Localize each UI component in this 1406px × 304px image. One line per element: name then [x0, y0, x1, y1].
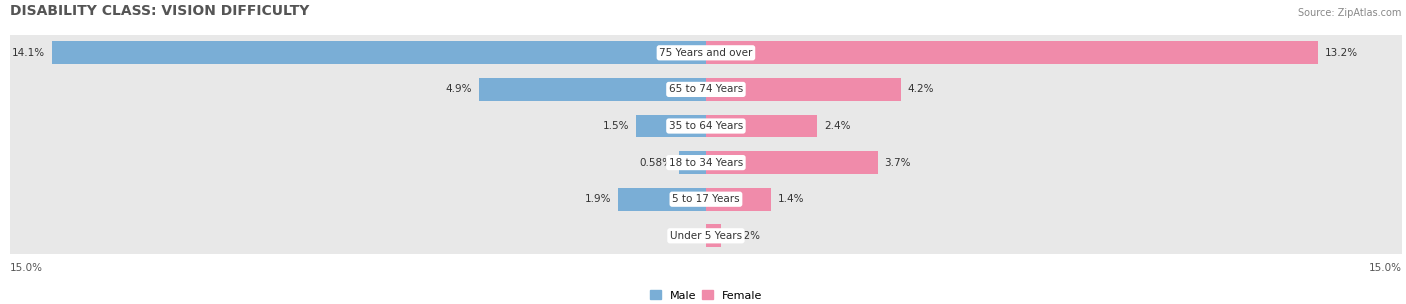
Legend: Male, Female: Male, Female — [650, 290, 762, 301]
Text: 0.0%: 0.0% — [672, 231, 699, 241]
Text: 3.7%: 3.7% — [884, 157, 911, 168]
Bar — [10, 144, 1402, 181]
Text: 15.0%: 15.0% — [1369, 263, 1402, 273]
Text: Under 5 Years: Under 5 Years — [669, 231, 742, 241]
Text: 35 to 64 Years: 35 to 64 Years — [669, 121, 742, 131]
Bar — [679, 151, 706, 174]
Text: 4.9%: 4.9% — [446, 85, 471, 95]
Text: 14.1%: 14.1% — [11, 48, 45, 58]
Bar — [706, 78, 901, 101]
Bar — [706, 41, 1319, 64]
Text: 4.2%: 4.2% — [908, 85, 934, 95]
Bar — [706, 224, 721, 247]
Text: 65 to 74 Years: 65 to 74 Years — [669, 85, 742, 95]
Bar — [10, 35, 1402, 71]
Bar — [10, 181, 1402, 217]
Text: 18 to 34 Years: 18 to 34 Years — [669, 157, 742, 168]
Text: 75 Years and over: 75 Years and over — [659, 48, 752, 58]
Bar — [478, 78, 706, 101]
Bar — [706, 188, 770, 211]
Bar — [52, 41, 706, 64]
Bar — [617, 188, 706, 211]
Text: 13.2%: 13.2% — [1326, 48, 1358, 58]
Bar — [10, 108, 1402, 144]
Text: 1.5%: 1.5% — [603, 121, 630, 131]
Bar — [10, 217, 1402, 254]
Text: 1.9%: 1.9% — [585, 194, 610, 204]
Text: DISABILITY CLASS: VISION DIFFICULTY: DISABILITY CLASS: VISION DIFFICULTY — [10, 4, 309, 18]
Text: 15.0%: 15.0% — [10, 263, 44, 273]
Text: 0.32%: 0.32% — [728, 231, 761, 241]
Bar — [706, 151, 877, 174]
Text: 1.4%: 1.4% — [778, 194, 804, 204]
Bar — [10, 71, 1402, 108]
Text: Source: ZipAtlas.com: Source: ZipAtlas.com — [1299, 8, 1402, 18]
Bar — [706, 115, 817, 137]
Text: 2.4%: 2.4% — [824, 121, 851, 131]
Text: 5 to 17 Years: 5 to 17 Years — [672, 194, 740, 204]
Bar — [637, 115, 706, 137]
Text: 0.58%: 0.58% — [640, 157, 672, 168]
